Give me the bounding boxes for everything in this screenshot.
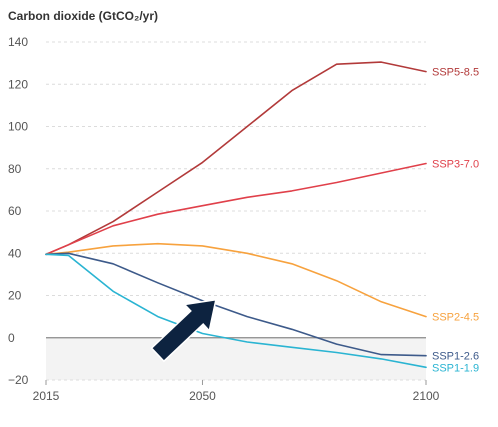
x-tick-label: 2050 <box>189 389 216 403</box>
series-line-ssp5-8-5 <box>45 61 427 256</box>
series-line-ssp1-2-6 <box>45 252 427 357</box>
x-axis-ticks: 2015 2050 2100 <box>33 380 440 403</box>
y-tick-label: 20 <box>8 289 22 303</box>
series-label-ssp1-2-6: SSP1-2.6 <box>432 351 479 363</box>
series-label-ssp2-4-5: SSP2-4.5 <box>432 312 479 324</box>
x-tick-label: 2015 <box>33 389 60 403</box>
series-line-ssp1-1-9 <box>45 253 427 369</box>
grid-lines <box>46 41 426 381</box>
series-line-ssp2-4-5 <box>45 242 427 318</box>
series-label-ssp5-8-5: SSP5-8.5 <box>432 67 479 79</box>
series-label-ssp1-1-9: SSP1-1.9 <box>432 362 479 374</box>
y-tick-label: 100 <box>8 120 28 134</box>
series-line-ssp3-7-0 <box>45 162 427 256</box>
x-tick-label: 2100 <box>413 389 440 403</box>
negative-region <box>46 337 426 380</box>
negative-region-shade <box>46 337 426 380</box>
series-lines <box>45 61 427 369</box>
arrow-annotation <box>150 298 217 363</box>
y-tick-label: 80 <box>8 162 22 176</box>
y-tick-label: −20 <box>8 373 29 387</box>
y-axis-ticks: 140 120 100 80 60 40 20 0 −20 <box>8 35 29 387</box>
chart-title: Carbon dioxide (GtCO₂/yr) <box>8 9 158 23</box>
y-tick-label: 140 <box>8 35 28 49</box>
series-label-ssp3-7-0: SSP3-7.0 <box>432 158 479 170</box>
y-tick-label: 120 <box>8 77 28 91</box>
arrow-icon <box>150 298 217 363</box>
y-tick-label: 60 <box>8 204 22 218</box>
y-tick-label: 40 <box>8 246 22 260</box>
y-tick-label: 0 <box>8 331 15 345</box>
